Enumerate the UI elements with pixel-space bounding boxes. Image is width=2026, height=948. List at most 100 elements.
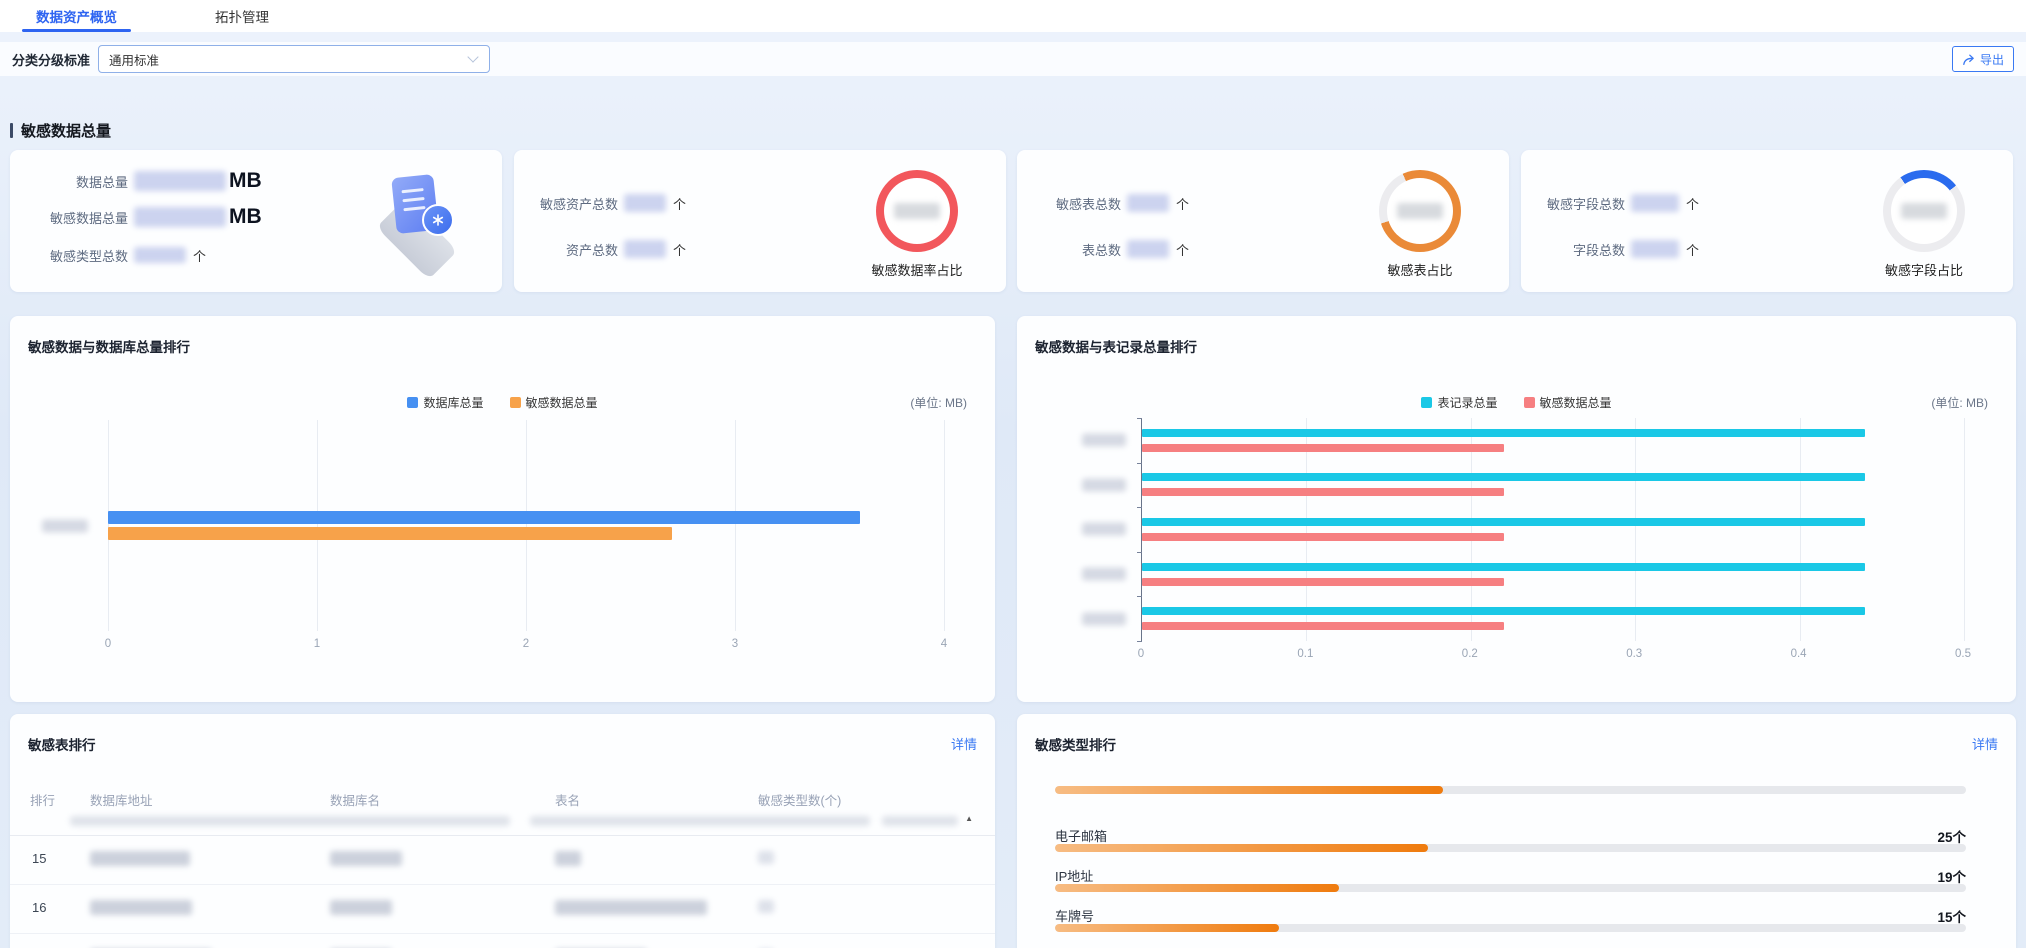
stat-unit: 个 <box>1686 242 1700 258</box>
card-sensitive-tables: 敏感表总数 个 表总数 个 敏感表占比 <box>1017 150 1509 292</box>
redacted-value <box>624 194 666 212</box>
x-axis: 0 1 2 3 4 <box>104 638 947 652</box>
bar-secondary <box>1142 622 1504 631</box>
bar-secondary <box>1142 532 1504 541</box>
card-sensitive-assets: 敏感资产总数 个 资产总数 个 敏感数据率占比 <box>514 150 1006 292</box>
redacted-cell <box>330 851 402 866</box>
progress-track <box>1055 884 1966 892</box>
donut-ring <box>876 170 958 252</box>
type-count: 15个 <box>1937 910 1966 925</box>
legend-label: 敏感数据总量 <box>1539 396 1612 410</box>
export-button[interactable]: 导出 <box>1951 46 2014 72</box>
bar-primary <box>108 511 861 524</box>
axis-tick <box>1137 596 1142 598</box>
progress-track <box>1055 786 1966 794</box>
category-label-redacted <box>1082 478 1126 492</box>
section-title-bar <box>10 123 13 138</box>
gridline <box>108 420 109 631</box>
gridline <box>1470 418 1472 641</box>
stat-label: 敏感类型总数 <box>49 248 128 264</box>
stat-label: 敏感表总数 <box>1055 196 1121 212</box>
table-row: 16 <box>10 885 995 934</box>
panel-sensitive-table-ranking: 敏感表排行 详情 排行 数据库地址 数据库名 表名 敏感类型数(个) ▲ 15 1… <box>10 714 995 948</box>
panel-title: 敏感表排行 <box>28 738 96 753</box>
chart-legend: 表记录总量 敏感数据总量 <box>1017 394 2016 411</box>
donut-label: 敏感字段占比 <box>1884 263 1963 278</box>
progress-fill <box>1055 844 1429 852</box>
redacted-cell <box>758 851 774 864</box>
column-header-db-address: 数据库地址 <box>90 794 153 808</box>
redacted-percentage <box>1901 203 1947 219</box>
type-count: 25个 <box>1937 830 1966 845</box>
stat-unit: MB <box>229 169 262 192</box>
chart-title: 敏感数据与表记录总量排行 <box>1035 340 1197 355</box>
bar-category-row <box>1082 596 1964 641</box>
gridline <box>944 420 945 631</box>
axis-tick <box>1137 641 1142 642</box>
filter-label: 分类分级标准 <box>12 52 91 68</box>
progress-fill <box>1055 924 1280 932</box>
rank-cell: 15 <box>32 851 47 866</box>
detail-link[interactable]: 详情 <box>950 737 977 752</box>
redacted-value <box>134 171 226 191</box>
bar-secondary <box>1142 488 1504 497</box>
column-header-table-name: 表名 <box>555 794 581 808</box>
legend-item: 敏感数据总量 <box>1523 394 1612 411</box>
progress-fill <box>1055 884 1339 892</box>
axis-tick-label: 0.2 <box>1461 648 1478 660</box>
tab-data-asset-overview[interactable]: 数据资产概览 <box>22 0 131 32</box>
tab-label: 拓扑管理 <box>215 10 269 25</box>
sort-caret-icon[interactable]: ▲ <box>965 814 973 823</box>
chart-plot-area <box>1082 418 1965 642</box>
rank-cell: 16 <box>32 900 47 915</box>
bar-secondary <box>1142 577 1504 586</box>
detail-link[interactable]: 详情 <box>1971 737 1998 752</box>
legend-swatch <box>509 397 521 408</box>
redacted-cell <box>90 851 190 866</box>
progress-track <box>1055 844 1966 852</box>
chart-record-total-ranking: 敏感数据与表记录总量排行 表记录总量 敏感数据总量 (单位: MB) 0 0.1 0.… <box>1017 316 2016 702</box>
stat-label: 表总数 <box>1081 242 1121 258</box>
type-label: IP地址 <box>1055 869 1094 884</box>
category-label-redacted <box>1082 612 1126 626</box>
bar-primary <box>1142 473 1866 482</box>
redacted-filter-strip <box>70 816 510 826</box>
card-sensitive-fields: 敏感字段总数 个 字段总数 个 敏感字段占比 <box>1521 150 2013 292</box>
bar-category-row <box>42 420 944 631</box>
panel-sensitive-type-ranking: 敏感类型排行 详情 电子邮箱25个IP地址19个车牌号15个中国护照14个 <box>1017 714 2016 948</box>
axis-tick-label: 0 <box>104 638 112 650</box>
document-database-icon <box>376 173 462 280</box>
donut-sensitive-table-ratio: 敏感表占比 <box>1355 170 1485 279</box>
redacted-filter-strip <box>530 816 870 826</box>
redacted-cell <box>555 900 707 915</box>
panel-title: 敏感类型排行 <box>1035 738 1116 753</box>
stat-label: 字段总数 <box>1572 242 1625 258</box>
axis-tick-label: 1 <box>313 638 321 650</box>
redacted-cell <box>330 900 392 915</box>
chart-unit-label: (单位: MB) <box>910 396 967 410</box>
progress-fill <box>1055 786 1444 794</box>
redacted-percentage <box>894 203 940 219</box>
stat-unit: 个 <box>193 248 207 264</box>
legend-swatch <box>1523 397 1535 408</box>
standard-select-value: 通用标准 <box>109 53 160 68</box>
redacted-value <box>1127 240 1169 258</box>
tab-topology-management[interactable]: 拓扑管理 <box>201 0 283 32</box>
legend-item: 敏感数据总量 <box>509 394 598 411</box>
legend-label: 数据库总量 <box>423 396 484 410</box>
chart-db-total-ranking: 敏感数据与数据库总量排行 数据库总量 敏感数据总量 (单位: MB) 0 1 2 3 4 <box>10 316 995 702</box>
bar-secondary <box>1142 443 1504 452</box>
redacted-cell <box>90 900 192 915</box>
donut-label: 敏感表占比 <box>1387 263 1453 278</box>
axis-tick <box>1137 462 1142 464</box>
gridline <box>1964 418 1965 641</box>
bar-category-row <box>1082 552 1964 597</box>
stat-label: 敏感字段总数 <box>1546 196 1625 212</box>
axis-tick-label: 0.1 <box>1297 648 1314 660</box>
progress-track <box>1055 924 1966 932</box>
standard-select[interactable]: 通用标准 <box>98 45 491 73</box>
redacted-value <box>1631 240 1679 258</box>
category-label-redacted <box>42 519 88 532</box>
filter-toolbar: 分类分级标准 通用标准 导出 <box>0 42 2026 76</box>
